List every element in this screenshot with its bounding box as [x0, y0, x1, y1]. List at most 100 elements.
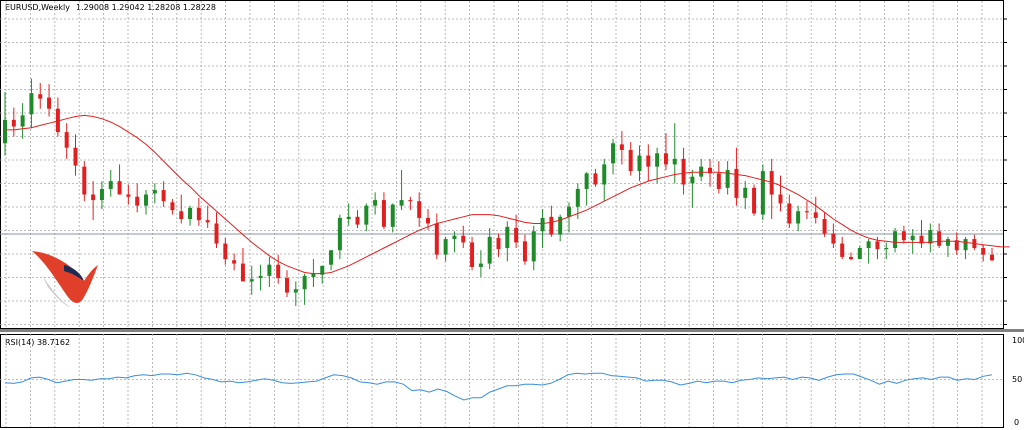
candle-bear: [214, 223, 219, 244]
candle-bull: [293, 289, 298, 293]
candle-bear: [990, 254, 994, 261]
candle-bull: [637, 155, 642, 172]
candle-bull: [672, 158, 677, 165]
candle-bull: [963, 239, 968, 251]
candle-bear: [919, 235, 924, 244]
candle-bull: [346, 216, 351, 220]
candle-bull: [337, 217, 342, 251]
candle-bear: [64, 132, 69, 148]
candle-bear: [831, 233, 836, 244]
candle-bear: [593, 173, 598, 185]
candle-bear: [734, 168, 739, 198]
candle-bull: [302, 275, 307, 290]
candle-bear: [196, 207, 201, 221]
candle-bear: [522, 241, 527, 262]
candle-bull: [311, 273, 316, 277]
panel-separator: [0, 329, 1024, 332]
candle-bull: [390, 204, 395, 227]
candle-bull: [144, 194, 148, 206]
candle-bear: [417, 201, 422, 218]
moving-average-line: [5, 114, 1010, 275]
candle-bear: [840, 243, 845, 257]
candle-bull: [743, 187, 748, 198]
candle-bear: [619, 144, 624, 150]
candle-bull: [478, 263, 483, 267]
candle-bull: [760, 171, 765, 215]
candle-bear: [117, 181, 122, 195]
candle-bull: [152, 190, 157, 194]
candle-bear: [875, 241, 880, 250]
candle-bear: [170, 202, 175, 211]
chart-symbol-label: EURUSD,Weekly: [5, 3, 70, 12]
candle-bear: [514, 227, 519, 243]
candle-bear: [355, 216, 360, 225]
candle-bull: [602, 164, 607, 185]
candle-bear: [937, 231, 942, 246]
candle-bear: [716, 173, 721, 189]
candle-bear: [240, 263, 245, 282]
candle-bull: [928, 230, 933, 244]
candle-bull: [20, 115, 25, 127]
candle-bull: [584, 173, 589, 189]
candle-bear: [663, 153, 668, 165]
candle-bear: [38, 94, 43, 99]
candle-bull: [320, 265, 325, 275]
candle-bull: [505, 226, 510, 248]
rsi-axis-tick-100: 100: [1012, 336, 1024, 345]
candle-bear: [849, 256, 853, 260]
candle-bear: [232, 260, 237, 264]
candle-bear: [126, 194, 131, 197]
candle-bull: [29, 93, 34, 115]
candle-bull: [258, 275, 263, 279]
candle-bear: [205, 220, 210, 223]
chart-ohlc-readout: 1.29008 1.29042 1.28208 1.28228: [76, 3, 216, 12]
candle-bull: [910, 235, 915, 241]
candle-bull: [373, 200, 378, 206]
candle-bull: [487, 236, 492, 264]
candle-bear: [408, 200, 413, 202]
candle-bear: [91, 194, 96, 201]
candle-bear: [822, 219, 827, 234]
candle-bull: [945, 239, 950, 246]
candle-bull: [655, 153, 660, 167]
candle-bear: [470, 242, 475, 267]
candle-bear: [496, 237, 501, 250]
candle-bull: [690, 176, 695, 184]
candle-bear: [628, 149, 633, 172]
rsi-line: [4, 372, 993, 401]
candle-bull: [267, 264, 272, 276]
candle-bear: [73, 147, 78, 166]
candle-bull: [796, 211, 801, 224]
candle-bull: [108, 181, 113, 189]
candle-bear: [434, 223, 439, 255]
candle-bear: [135, 196, 140, 206]
candle-bear: [954, 240, 959, 251]
candle-bear: [804, 211, 809, 213]
candle-bear: [381, 200, 386, 227]
rsi-axis-tick-50: 50: [1012, 375, 1023, 384]
candle-bear: [708, 167, 712, 174]
candle-bull: [443, 239, 448, 255]
candle-bear: [901, 231, 906, 241]
candle-bear: [55, 108, 60, 133]
candle-bull: [531, 231, 536, 262]
candle-bull: [575, 188, 580, 207]
candle-bear: [179, 211, 184, 220]
rsi-panel-frame: [0, 334, 1004, 428]
candle-bull: [611, 143, 616, 164]
candle-bull: [884, 248, 889, 250]
candle-bull: [857, 248, 862, 260]
candle-bear: [161, 190, 166, 202]
candle-bull: [329, 250, 334, 265]
candle-bull: [3, 119, 7, 144]
rsi-label: RSI(14) 38.7162: [5, 338, 71, 347]
candle-bear: [787, 203, 792, 224]
candle-bear: [276, 264, 281, 279]
candle-bear: [11, 119, 16, 127]
candle-bear: [981, 248, 986, 255]
broker-logo: [32, 251, 98, 307]
candle-bull: [699, 166, 704, 177]
candle-bull: [452, 235, 457, 240]
candle-bear: [47, 97, 52, 109]
